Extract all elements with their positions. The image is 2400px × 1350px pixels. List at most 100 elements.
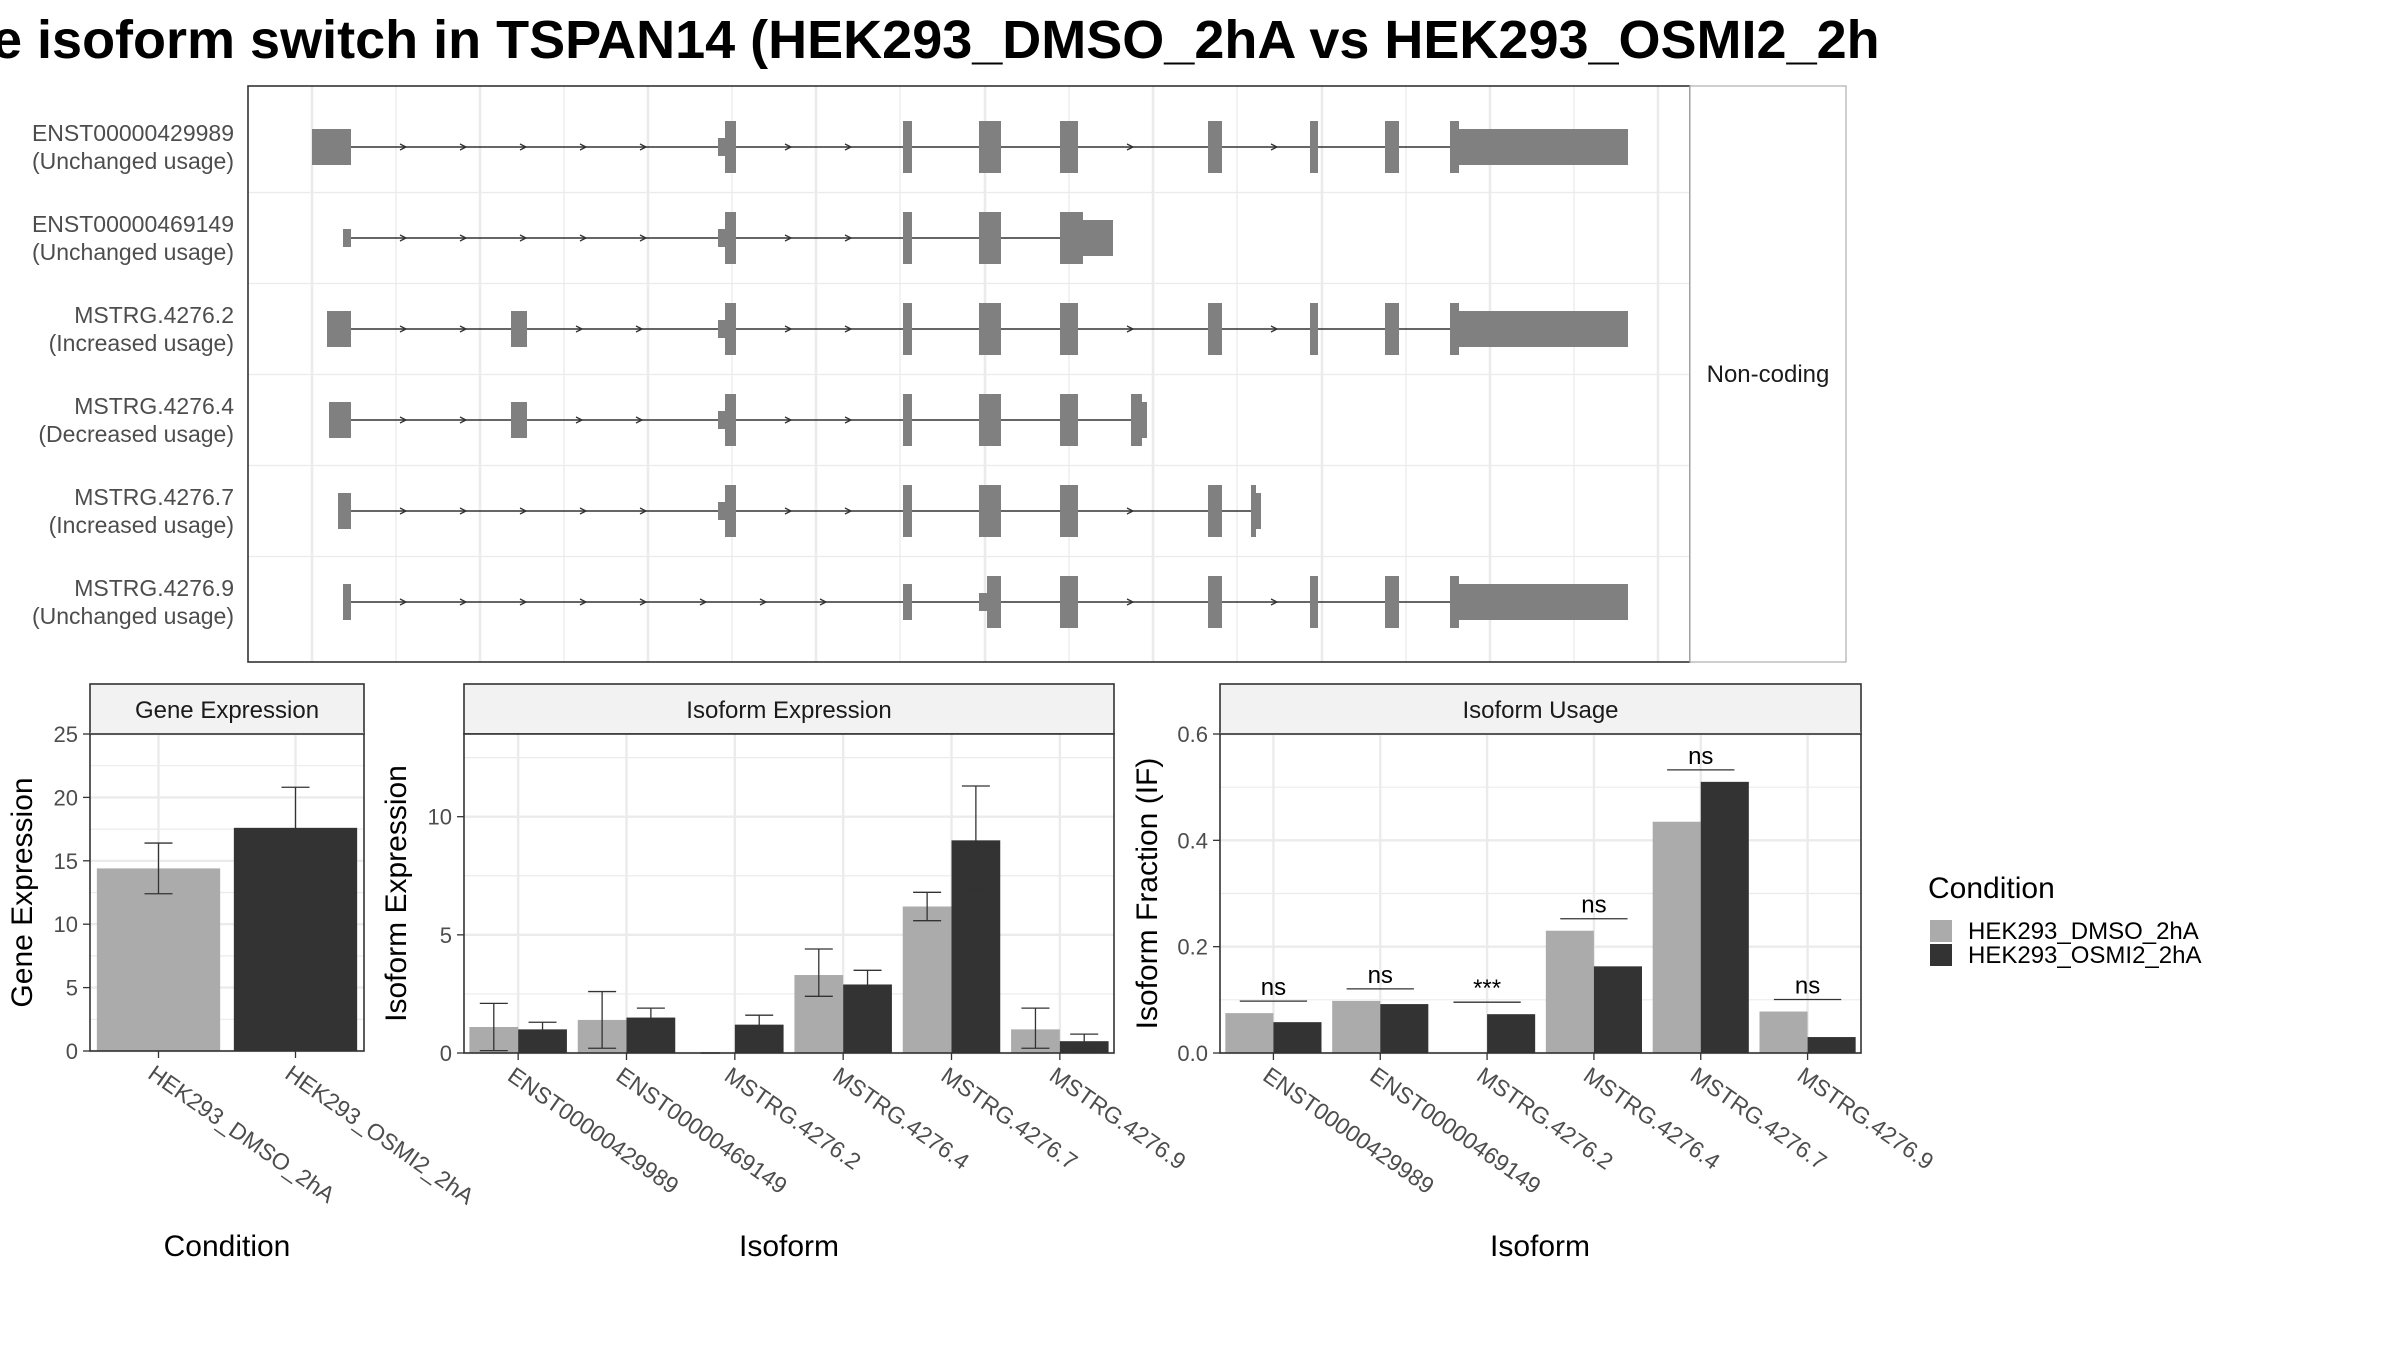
- bar: [1700, 781, 1749, 1053]
- direction-arrow-icon: [699, 598, 708, 606]
- bar: [1807, 1037, 1856, 1053]
- transcript-usage: (Unchanged usage): [32, 603, 234, 629]
- exon: [1459, 584, 1628, 620]
- isoform-expression-panel: Isoform Expression0510ENST00000429989ENS…: [380, 683, 1191, 1263]
- direction-arrow-icon: [844, 143, 853, 151]
- bar: [1273, 1022, 1322, 1053]
- direction-arrow-icon: [399, 507, 408, 515]
- exon: [725, 485, 736, 537]
- exon: [1385, 121, 1399, 173]
- direction-arrow-icon: [1126, 507, 1135, 515]
- direction-arrow-icon: [784, 416, 793, 424]
- y-tick-label: 5: [66, 976, 78, 1001]
- y-tick-label: 0: [440, 1041, 452, 1066]
- direction-arrow-icon: [844, 234, 853, 242]
- x-axis-title: Condition: [164, 1230, 291, 1263]
- legend-swatch: [1930, 944, 1952, 966]
- y-tick-label: 10: [428, 805, 452, 830]
- direction-arrow-icon: [575, 325, 584, 333]
- exon: [1060, 576, 1078, 628]
- bar: [518, 1029, 567, 1053]
- transcript-usage: (Increased usage): [49, 330, 234, 356]
- significance-label: ns: [1795, 973, 1820, 1000]
- exon: [1251, 485, 1256, 537]
- panel-border: [89, 733, 365, 1052]
- exon: [725, 212, 736, 264]
- panel-strip-label: Isoform Usage: [1462, 697, 1618, 724]
- exon: [1060, 121, 1078, 173]
- legend-title: Condition: [1928, 872, 2055, 905]
- direction-arrow-icon: [639, 507, 648, 515]
- exon: [979, 121, 1001, 173]
- y-tick-label: 25: [54, 722, 78, 747]
- exon: [1459, 129, 1628, 165]
- direction-arrow-icon: [1270, 598, 1279, 606]
- direction-arrow-icon: [635, 416, 644, 424]
- exon: [1310, 303, 1318, 355]
- significance-label: ns: [1581, 892, 1606, 919]
- strip-label: Non-coding: [1707, 361, 1830, 388]
- bar: [1225, 1013, 1274, 1053]
- transcript-name: MSTRG.4276.2: [74, 302, 234, 328]
- exon: [725, 121, 736, 173]
- direction-arrow-icon: [459, 598, 468, 606]
- exon: [718, 411, 725, 429]
- exon: [511, 311, 527, 347]
- exon: [329, 402, 351, 438]
- direction-arrow-icon: [635, 325, 644, 333]
- exon: [1450, 121, 1459, 173]
- figure-title: e isoform switch in TSPAN14 (HEK293_DMSO…: [0, 10, 1880, 70]
- direction-arrow-icon: [399, 234, 408, 242]
- y-axis-title: Isoform Expression: [380, 765, 413, 1022]
- transcript-name: ENST00000469149: [32, 211, 234, 237]
- exon: [1142, 402, 1147, 438]
- panel-strip: [89, 683, 365, 735]
- y-tick-label: 10: [54, 912, 78, 937]
- exon: [987, 576, 1001, 628]
- y-tick-label: 20: [54, 785, 78, 810]
- x-axis-title: Isoform: [1490, 1230, 1590, 1263]
- bar: [902, 906, 952, 1053]
- y-tick-label: 0.0: [1177, 1041, 1208, 1066]
- y-tick-label: 0.6: [1177, 722, 1208, 747]
- exon: [1060, 303, 1078, 355]
- exon: [979, 485, 1001, 537]
- direction-arrow-icon: [1270, 325, 1279, 333]
- bar: [1380, 1004, 1429, 1053]
- exon: [1450, 303, 1459, 355]
- exon: [511, 402, 527, 438]
- y-tick-label: 0: [66, 1039, 78, 1064]
- direction-arrow-icon: [844, 507, 853, 515]
- direction-arrow-icon: [639, 143, 648, 151]
- significance-label: ***: [1473, 975, 1501, 1002]
- direction-arrow-icon: [844, 325, 853, 333]
- exon: [1131, 394, 1142, 446]
- direction-arrow-icon: [579, 507, 588, 515]
- transcript-usage: (Decreased usage): [38, 421, 234, 447]
- exon: [327, 311, 351, 347]
- exon: [903, 485, 912, 537]
- direction-arrow-icon: [519, 507, 528, 515]
- direction-arrow-icon: [399, 325, 408, 333]
- exon: [1083, 220, 1113, 256]
- significance-label: ns: [1368, 962, 1393, 989]
- direction-arrow-icon: [844, 416, 853, 424]
- bar: [1332, 1000, 1381, 1053]
- significance-label: ns: [1261, 974, 1286, 1001]
- direction-arrow-icon: [639, 234, 648, 242]
- exon: [1450, 576, 1459, 628]
- bar: [1759, 1011, 1808, 1053]
- exon: [903, 394, 912, 446]
- transcript-structure-panel: ENST00000429989(Unchanged usage)ENST0000…: [32, 85, 1847, 663]
- exon: [1310, 576, 1318, 628]
- direction-arrow-icon: [784, 234, 793, 242]
- exon: [1060, 394, 1078, 446]
- direction-arrow-icon: [1126, 325, 1135, 333]
- bar: [1593, 966, 1642, 1053]
- direction-arrow-icon: [459, 507, 468, 515]
- exon: [1459, 311, 1628, 347]
- direction-arrow-icon: [459, 143, 468, 151]
- exon: [312, 129, 351, 165]
- panel-bg: [464, 734, 1114, 1053]
